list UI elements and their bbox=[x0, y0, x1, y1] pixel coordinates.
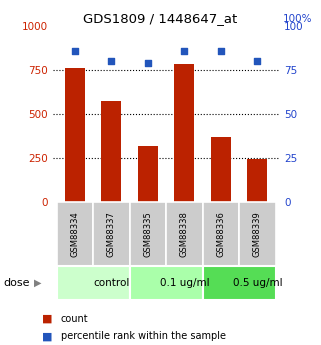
Bar bbox=[203, 266, 276, 300]
Text: 100%: 100% bbox=[282, 14, 312, 24]
Text: 0.5 ug/ml: 0.5 ug/ml bbox=[232, 278, 282, 288]
Bar bbox=[65, 68, 85, 202]
Bar bbox=[56, 202, 93, 266]
Point bbox=[255, 58, 260, 64]
Text: GSM88335: GSM88335 bbox=[143, 211, 152, 257]
Text: GSM88334: GSM88334 bbox=[70, 211, 79, 257]
Bar bbox=[203, 202, 239, 266]
Bar bbox=[101, 101, 121, 202]
Point bbox=[109, 58, 114, 64]
Text: GSM88339: GSM88339 bbox=[253, 211, 262, 257]
Text: GSM88337: GSM88337 bbox=[107, 211, 116, 257]
Text: ■: ■ bbox=[42, 332, 52, 341]
Text: ▶: ▶ bbox=[34, 278, 41, 288]
Text: ■: ■ bbox=[42, 314, 52, 324]
Bar bbox=[93, 202, 130, 266]
Bar bbox=[247, 159, 267, 202]
Text: GSM88336: GSM88336 bbox=[216, 211, 225, 257]
Text: 0.1 ug/ml: 0.1 ug/ml bbox=[160, 278, 209, 288]
Bar bbox=[174, 64, 195, 202]
Text: percentile rank within the sample: percentile rank within the sample bbox=[61, 332, 226, 341]
Text: control: control bbox=[93, 278, 130, 288]
Bar bbox=[56, 266, 130, 300]
Bar bbox=[130, 202, 166, 266]
Bar bbox=[130, 266, 203, 300]
Text: count: count bbox=[61, 314, 89, 324]
Text: GDS1809 / 1448647_at: GDS1809 / 1448647_at bbox=[83, 12, 238, 25]
Bar bbox=[239, 202, 276, 266]
Bar bbox=[166, 202, 203, 266]
Point bbox=[182, 48, 187, 53]
Bar bbox=[211, 137, 231, 202]
Point bbox=[218, 48, 223, 53]
Text: GSM88338: GSM88338 bbox=[180, 211, 189, 257]
Text: dose: dose bbox=[3, 278, 30, 288]
Point bbox=[145, 60, 151, 66]
Point bbox=[72, 48, 77, 53]
Bar bbox=[138, 146, 158, 202]
